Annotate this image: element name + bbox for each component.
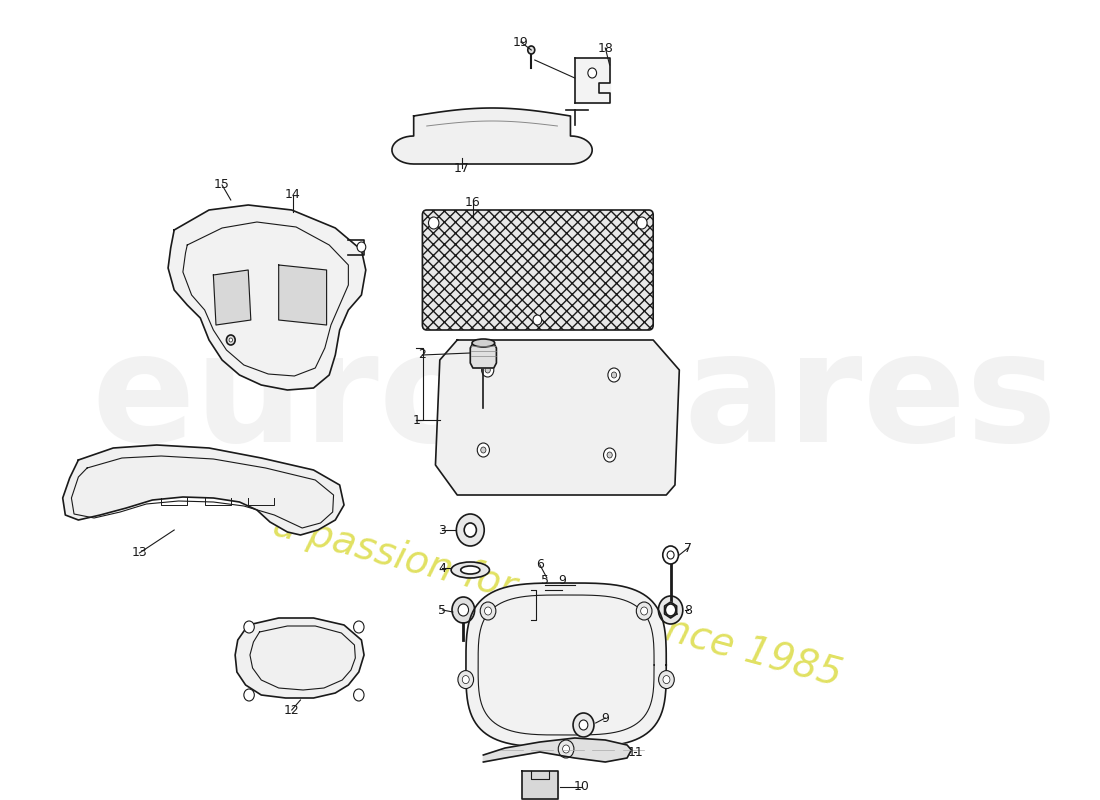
Circle shape [485,607,492,615]
FancyBboxPatch shape [422,210,653,330]
Polygon shape [471,343,496,368]
Text: 15: 15 [214,178,230,191]
Polygon shape [213,270,251,325]
Circle shape [607,452,613,458]
Circle shape [528,46,535,54]
Polygon shape [436,340,680,495]
Circle shape [458,670,474,689]
Circle shape [462,675,470,683]
Polygon shape [392,108,592,164]
Text: a passion for parts since 1985: a passion for parts since 1985 [268,506,846,694]
Circle shape [456,514,484,546]
Circle shape [666,604,675,616]
Polygon shape [664,602,676,618]
Circle shape [227,335,235,345]
Text: 12: 12 [284,703,299,717]
Polygon shape [168,205,366,390]
Text: 7: 7 [684,542,692,554]
Circle shape [559,740,574,758]
Circle shape [608,368,620,382]
Circle shape [659,670,674,689]
Text: 9: 9 [602,711,609,725]
Circle shape [481,602,496,620]
Circle shape [353,689,364,701]
Text: 9: 9 [558,574,565,586]
Circle shape [573,713,594,737]
Polygon shape [235,618,364,698]
Ellipse shape [461,566,480,574]
Circle shape [481,447,486,453]
Text: 14: 14 [285,189,300,202]
Text: 16: 16 [465,197,481,210]
Polygon shape [278,265,327,325]
Ellipse shape [451,562,490,578]
Circle shape [353,621,364,633]
Text: 13: 13 [132,546,147,559]
Circle shape [580,720,587,730]
Text: 19: 19 [513,35,529,49]
Circle shape [663,675,670,683]
Polygon shape [466,583,667,747]
Text: 10: 10 [574,781,590,794]
Text: 8: 8 [684,603,692,617]
Circle shape [636,602,652,620]
Text: 5: 5 [439,603,447,617]
Polygon shape [63,445,344,535]
Text: 2: 2 [418,349,427,362]
Polygon shape [521,771,559,799]
Circle shape [612,372,617,378]
Circle shape [663,546,679,564]
Circle shape [562,745,570,753]
Circle shape [587,68,596,78]
Circle shape [229,338,232,342]
Circle shape [534,315,541,325]
Circle shape [477,443,490,457]
Circle shape [458,604,469,616]
Circle shape [659,596,683,624]
Circle shape [244,689,254,701]
Text: 5: 5 [541,574,549,586]
Circle shape [640,607,648,615]
Text: 11: 11 [628,746,643,758]
Text: 6: 6 [536,558,543,571]
Text: 1: 1 [412,414,420,426]
Circle shape [244,621,254,633]
Text: 18: 18 [597,42,613,54]
Circle shape [637,217,647,229]
Circle shape [464,523,476,537]
Circle shape [452,597,474,623]
Text: 17: 17 [453,162,470,174]
Circle shape [429,217,439,229]
Text: 4: 4 [439,562,447,574]
Ellipse shape [472,339,495,347]
Polygon shape [483,738,631,762]
Circle shape [482,363,494,377]
Circle shape [667,551,674,559]
Circle shape [604,448,616,462]
Circle shape [485,367,491,373]
Text: eurospares: eurospares [91,326,1058,474]
Circle shape [358,242,366,252]
Text: 3: 3 [439,523,447,537]
